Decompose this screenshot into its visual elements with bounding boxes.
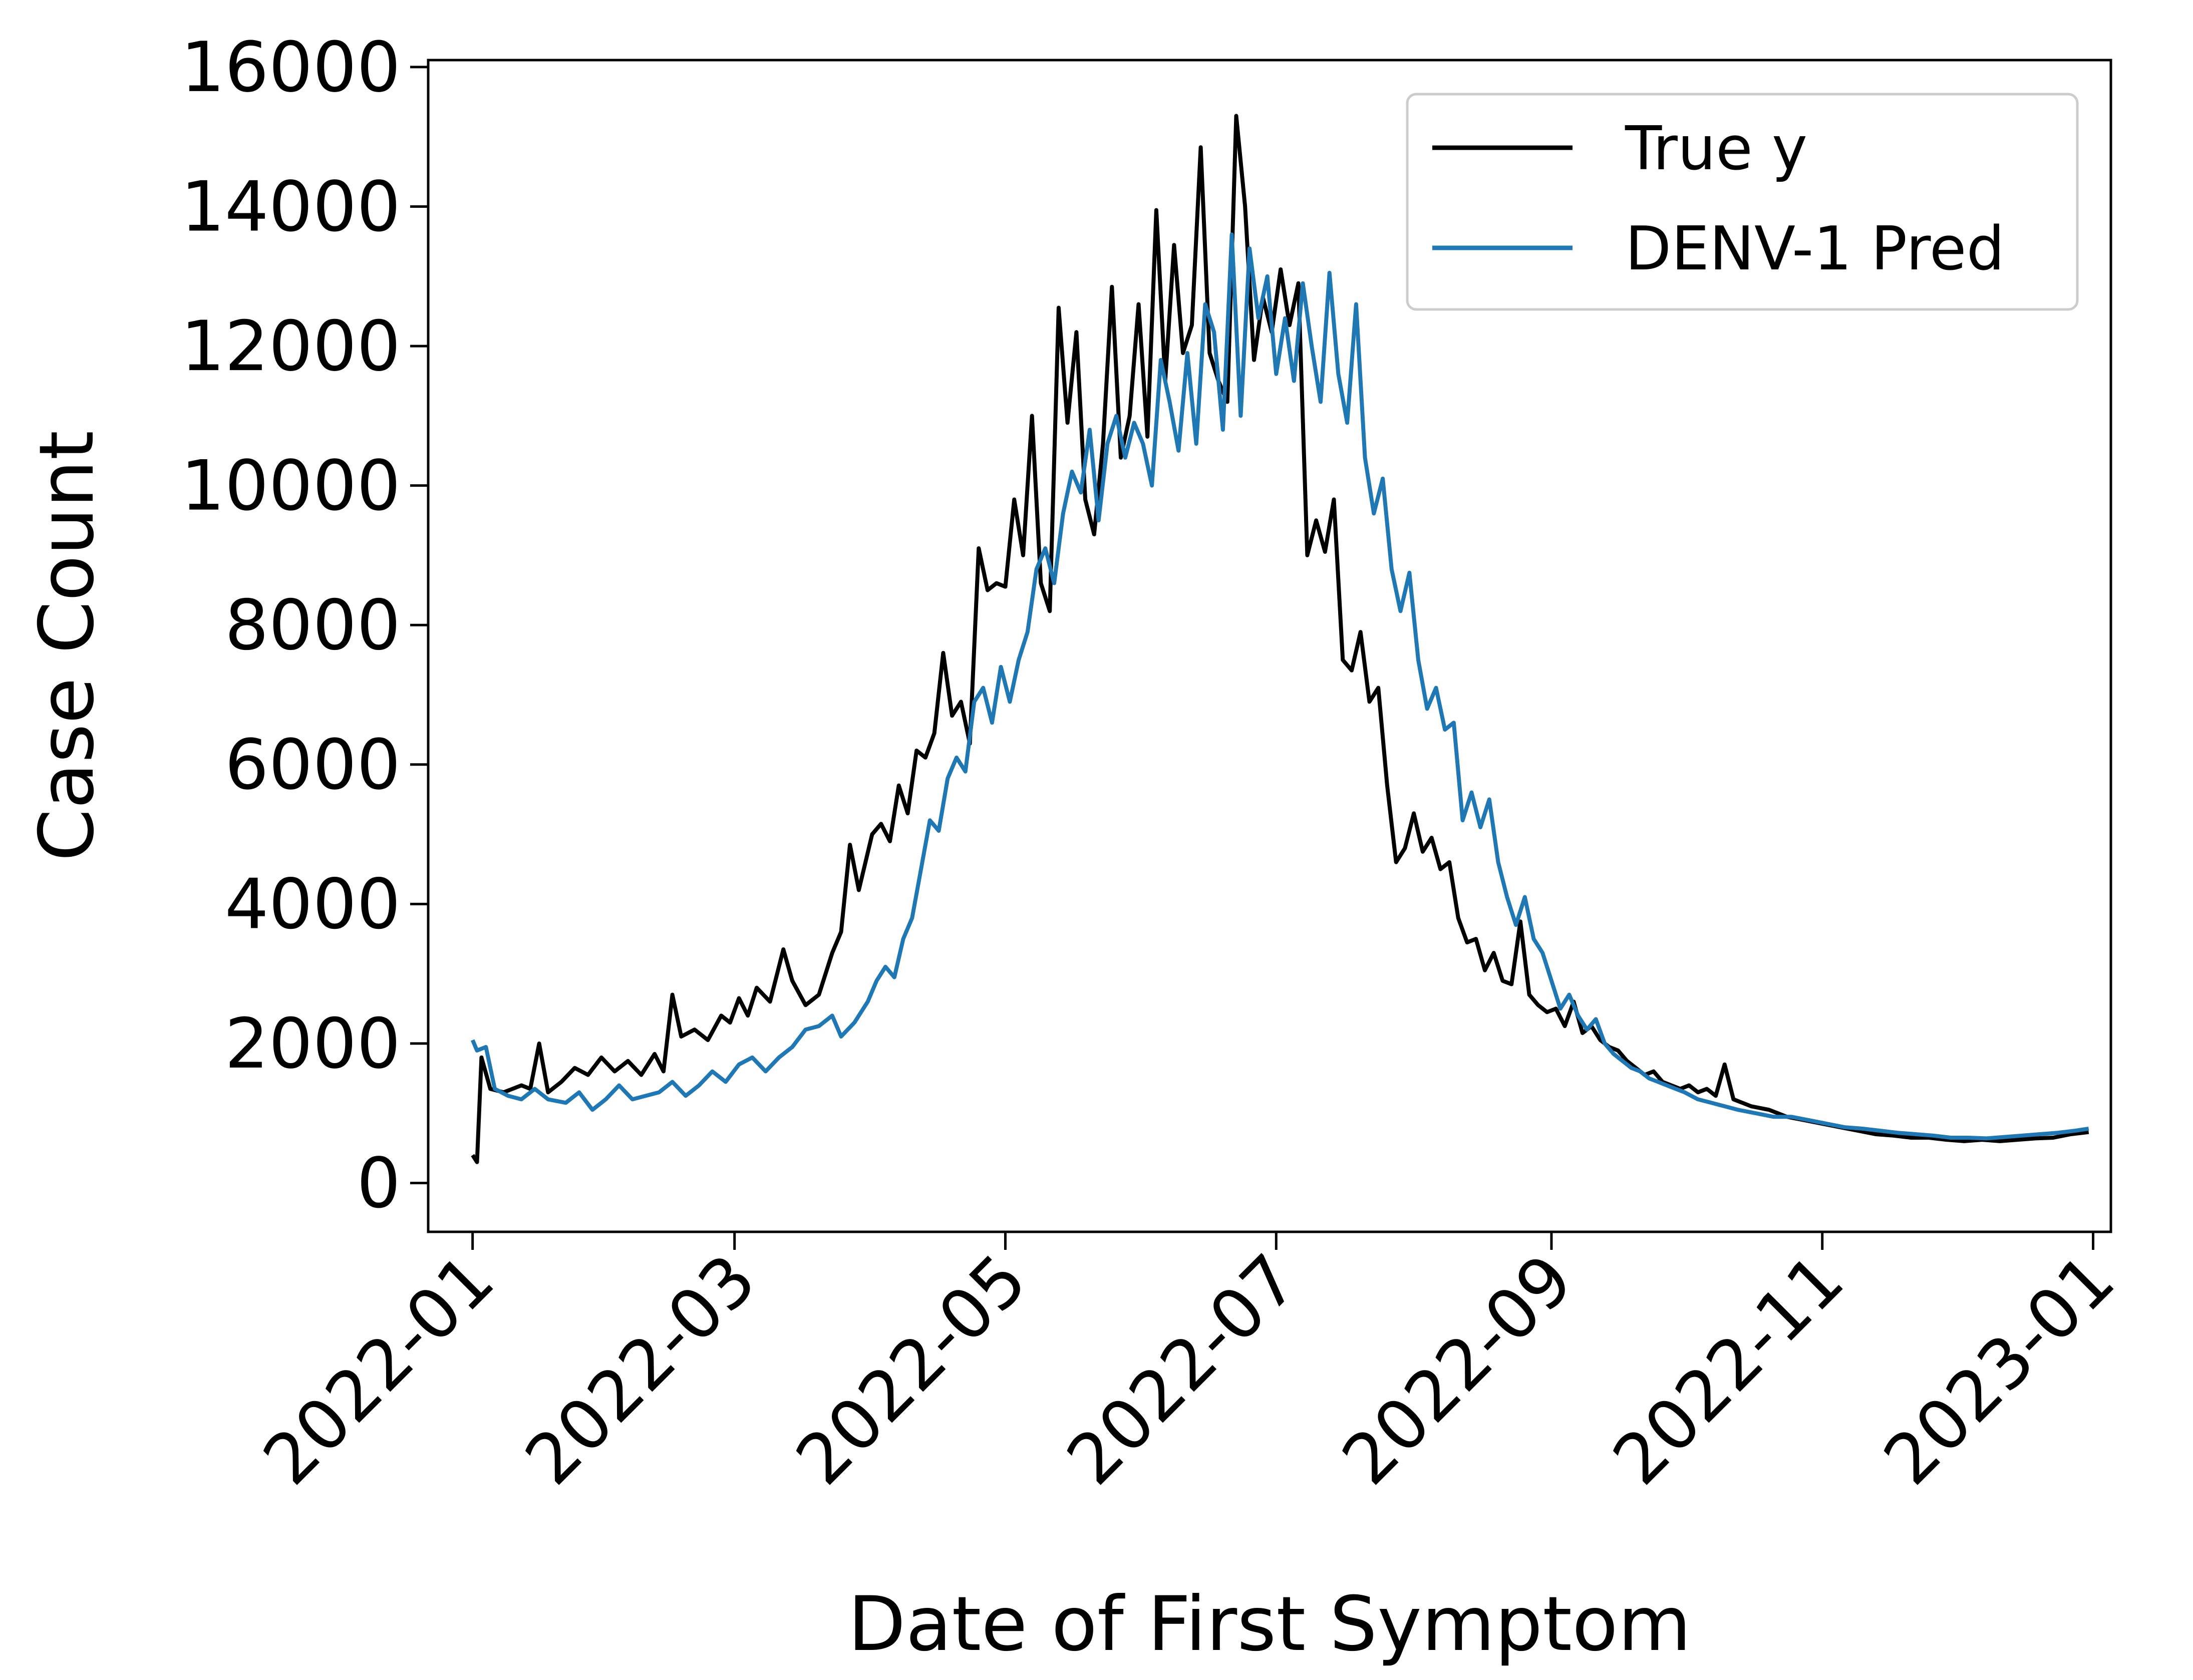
series-line-denv1-pred (471, 232, 2089, 1141)
legend-label-denv1-pred: DENV-1 Pred (1625, 214, 2005, 284)
plot-frame (427, 59, 2112, 1233)
y-tick-label: 16000 (181, 27, 401, 108)
y-tick-label: 6000 (225, 725, 401, 805)
series-line-true-y (471, 114, 2089, 1164)
y-axis: 0 2000 4000 6000 8000 10000 12000 14000 16000 (181, 27, 428, 1224)
legend: True y DENV-1 Pred (1406, 93, 2079, 311)
x-axis-label: Date of First Symptom (848, 1581, 1691, 1668)
y-tick-label: 0 (357, 1143, 401, 1224)
y-tick-label: 2000 (225, 1003, 401, 1084)
plot-area (471, 114, 2089, 1164)
y-tick-label: 14000 (181, 167, 401, 247)
y-tick-label: 4000 (225, 864, 401, 944)
legend-frame (1406, 93, 2079, 311)
y-tick-label: 12000 (181, 306, 401, 387)
y-tick-label: 10000 (181, 446, 401, 526)
y-tick-label: 8000 (225, 585, 401, 665)
legend-label-true-y: True y (1625, 114, 1807, 184)
y-axis-label: Case Count (24, 431, 111, 861)
